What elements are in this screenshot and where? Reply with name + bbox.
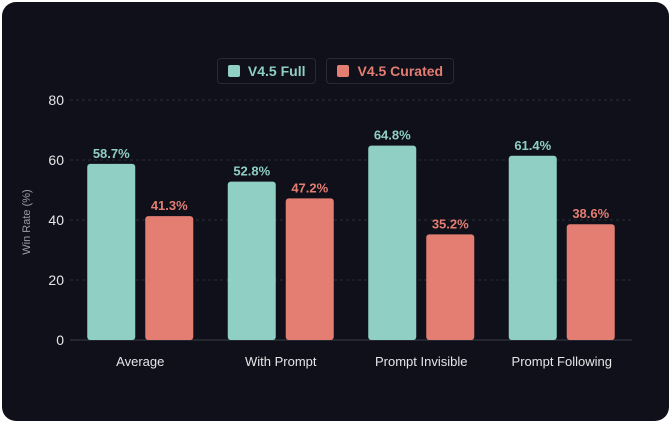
value-label-full-1: 52.8% — [233, 164, 270, 179]
y-tick-label: 60 — [48, 152, 64, 168]
value-label-curated-1: 47.2% — [291, 180, 328, 195]
category-label: Average — [116, 354, 164, 369]
value-label-curated-2: 35.2% — [432, 216, 469, 231]
bar-curated-0[interactable] — [145, 216, 194, 340]
value-label-curated-0: 41.3% — [151, 198, 188, 213]
legend: V4.5 Full V4.5 Curated — [2, 57, 669, 85]
bar-curated-1[interactable] — [285, 198, 334, 340]
y-tick-label: 80 — [48, 92, 64, 108]
y-tick-label: 20 — [48, 272, 64, 288]
bar-curated-3[interactable] — [566, 224, 615, 340]
legend-swatch-curated — [337, 65, 350, 77]
value-label-full-0: 58.7% — [93, 146, 130, 161]
bar-curated-2[interactable] — [426, 234, 475, 340]
category-label: Prompt Invisible — [375, 354, 467, 369]
legend-swatch-full — [227, 65, 240, 77]
legend-label-curated: V4.5 Curated — [357, 63, 444, 79]
y-axis-ticks: 0 20 40 60 80 — [48, 92, 64, 348]
value-label-full-3: 61.4% — [514, 138, 551, 153]
bar-full-1[interactable] — [227, 181, 276, 340]
bars — [87, 145, 615, 340]
value-label-curated-3: 38.6% — [572, 206, 609, 221]
category-labels: Average With Prompt Prompt Invisible Prompt… — [116, 354, 612, 369]
legend-label-full: V4.5 Full — [247, 63, 306, 79]
value-labels: 58.7% 41.3% 52.8% 47.2% 64.8% 35.2% 61.4% 38.6% — [93, 128, 610, 232]
category-label: With Prompt — [245, 354, 317, 369]
legend-item-curated[interactable]: V4.5 Curated — [326, 58, 455, 84]
bar-full-0[interactable] — [87, 163, 136, 340]
bar-full-2[interactable] — [368, 145, 417, 340]
y-axis-label: Win Rate (%) — [21, 189, 33, 254]
category-label: Prompt Following — [512, 354, 612, 369]
value-label-full-2: 64.8% — [374, 128, 411, 143]
legend-item-full[interactable]: V4.5 Full — [216, 58, 317, 84]
y-tick-label: 40 — [48, 212, 64, 228]
y-tick-label: 0 — [56, 332, 64, 348]
bar-full-3[interactable] — [508, 155, 557, 340]
